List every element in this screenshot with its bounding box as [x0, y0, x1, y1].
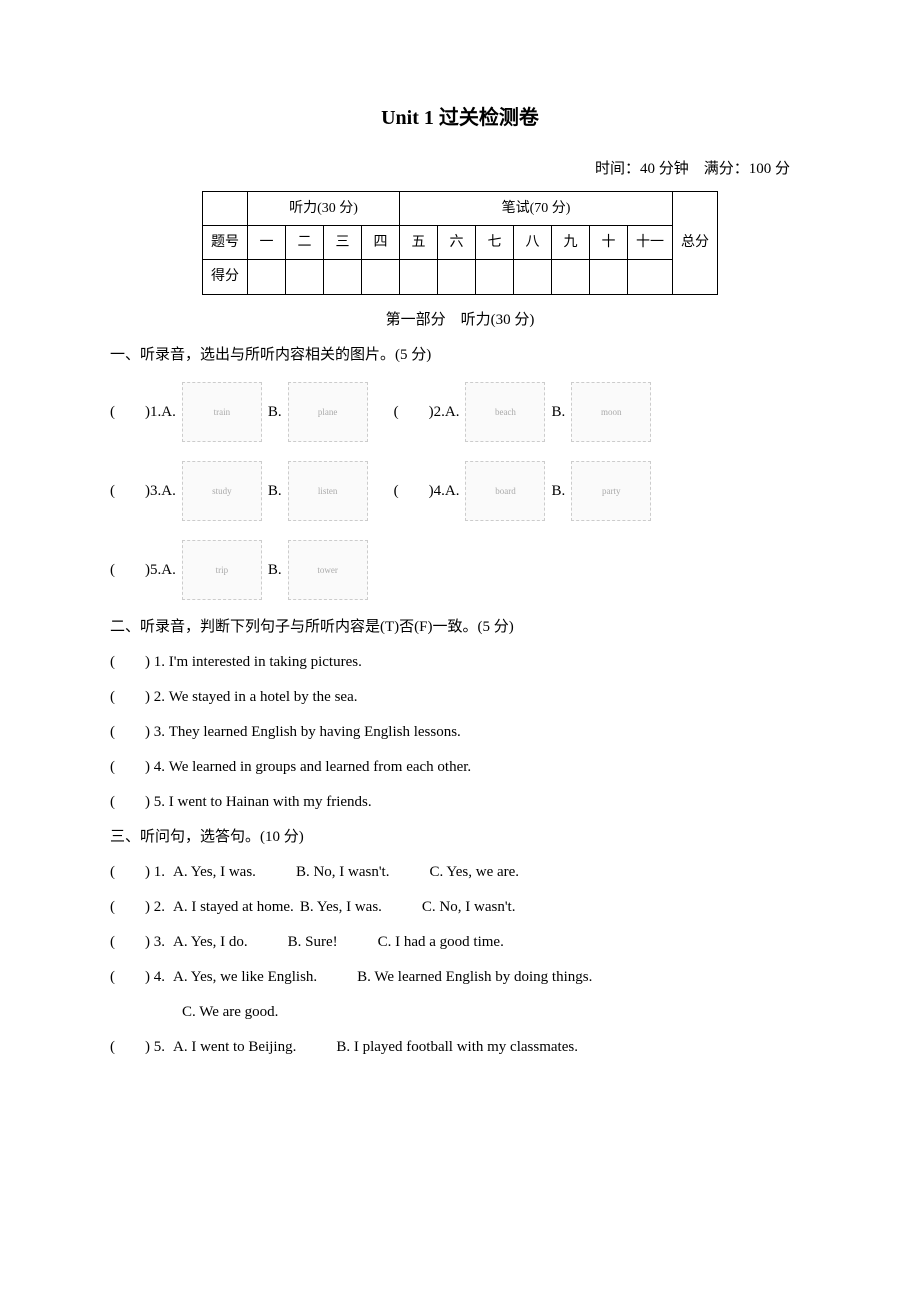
col-header: 十一: [628, 226, 673, 260]
answer-blank[interactable]: ( )1.: [110, 399, 161, 426]
answer-blank[interactable]: ( ) 1.: [110, 654, 169, 670]
exam-title: Unit 1 过关检测卷: [110, 100, 810, 136]
meta-line: 时间：40 分钟 满分：100 分: [110, 156, 810, 183]
opt-b: B.: [268, 557, 282, 584]
image-placeholder: tower: [288, 540, 368, 600]
col-header: 五: [400, 226, 438, 260]
answer-blank[interactable]: ( ) 5.: [110, 794, 169, 810]
col-header: 六: [438, 226, 476, 260]
opt-b: B.: [551, 478, 565, 505]
q-line: ( ) 4. A. Yes, we like English. B. We le…: [110, 964, 810, 991]
answer-blank[interactable]: ( ) 3.: [110, 929, 165, 956]
full-score-label: 满分：100 分: [704, 161, 790, 177]
image-placeholder: train: [182, 382, 262, 442]
opt-a: A.: [161, 399, 176, 426]
opt: C. We are good.: [182, 999, 278, 1026]
image-placeholder: trip: [182, 540, 262, 600]
section-3-header: 三、听问句，选答句。(10 分): [110, 824, 810, 851]
col-header: 三: [324, 226, 362, 260]
col-header: 四: [362, 226, 400, 260]
opt-a: A.: [445, 399, 460, 426]
q-line: ( ) 1. I'm interested in taking pictures…: [110, 649, 810, 676]
col-header: 一: [248, 226, 286, 260]
opt-b: B.: [268, 399, 282, 426]
col-header: 七: [476, 226, 514, 260]
answer-blank[interactable]: ( ) 2.: [110, 689, 169, 705]
q-line: ( ) 1. A. Yes, I was. B. No, I wasn't. C…: [110, 859, 810, 886]
opt: A. Yes, I was.: [173, 859, 256, 886]
written-header: 笔试(70 分): [400, 192, 673, 226]
opt: B. We learned English by doing things.: [357, 964, 592, 991]
image-placeholder: study: [182, 461, 262, 521]
score-table: 听力(30 分) 笔试(70 分) 总分 题号 一 二 三 四 五 六 七 八 …: [202, 191, 718, 295]
opt: A. I went to Beijing.: [173, 1034, 296, 1061]
opt: B. No, I wasn't.: [296, 859, 390, 886]
image-placeholder: party: [571, 461, 651, 521]
listen-header: 听力(30 分): [248, 192, 400, 226]
q-line: ( ) 3. They learned English by having En…: [110, 719, 810, 746]
opt-a: A.: [445, 478, 460, 505]
col-header: 十: [590, 226, 628, 260]
opt: A. I stayed at home.: [173, 894, 294, 921]
section-2-header: 二、听录音，判断下列句子与所听内容是(T)否(F)一致。(5 分): [110, 614, 810, 641]
opt: A. Yes, I do.: [173, 929, 248, 956]
q-text: I went to Hainan with my friends.: [169, 794, 372, 810]
q-line: ( ) 5. A. I went to Beijing. B. I played…: [110, 1034, 810, 1061]
table-row: 听力(30 分) 笔试(70 分) 总分: [203, 192, 718, 226]
q-line-cont: C. We are good.: [110, 999, 810, 1026]
q-line: ( ) 4. We learned in groups and learned …: [110, 754, 810, 781]
total-header: 总分: [673, 192, 718, 295]
q-text: We stayed in a hotel by the sea.: [169, 689, 358, 705]
row-label: 题号: [203, 226, 248, 260]
row-label: 得分: [203, 260, 248, 294]
answer-blank[interactable]: ( )5.: [110, 557, 161, 584]
table-row: 题号 一 二 三 四 五 六 七 八 九 十 十一: [203, 226, 718, 260]
q-text: They learned English by having English l…: [169, 724, 461, 740]
answer-blank[interactable]: ( )4.: [394, 478, 445, 505]
opt: B. Sure!: [288, 929, 338, 956]
col-header: 八: [514, 226, 552, 260]
answer-blank[interactable]: ( ) 4.: [110, 964, 165, 991]
time-label: 时间：40 分钟: [595, 161, 689, 177]
opt-a: A.: [161, 478, 176, 505]
opt: B. I played football with my classmates.: [336, 1034, 578, 1061]
answer-blank[interactable]: ( ) 2.: [110, 894, 165, 921]
q-line: ( ) 2. A. I stayed at home. B. Yes, I wa…: [110, 894, 810, 921]
opt: C. I had a good time.: [378, 929, 504, 956]
q-line: ( ) 2. We stayed in a hotel by the sea.: [110, 684, 810, 711]
q-line: ( ) 3. A. Yes, I do. B. Sure! C. I had a…: [110, 929, 810, 956]
q-text: We learned in groups and learned from ea…: [169, 759, 471, 775]
answer-blank[interactable]: ( )3.: [110, 478, 161, 505]
col-header: 九: [552, 226, 590, 260]
answer-blank[interactable]: ( ) 1.: [110, 859, 165, 886]
answer-blank[interactable]: ( )2.: [394, 399, 445, 426]
answer-blank[interactable]: ( ) 3.: [110, 724, 169, 740]
image-placeholder: beach: [465, 382, 545, 442]
answer-blank[interactable]: ( ) 5.: [110, 1034, 165, 1061]
col-header: 二: [286, 226, 324, 260]
table-row: 得分: [203, 260, 718, 294]
opt-b: B.: [551, 399, 565, 426]
q1-row: ( )3. A. study B. listen ( )4. A. board …: [110, 454, 810, 529]
opt-a: A.: [161, 557, 176, 584]
opt: B. Yes, I was.: [300, 894, 382, 921]
q1-row: ( )5. A. trip B. tower: [110, 533, 810, 608]
image-placeholder: moon: [571, 382, 651, 442]
image-placeholder: listen: [288, 461, 368, 521]
opt-b: B.: [268, 478, 282, 505]
part-header: 第一部分 听力(30 分): [110, 307, 810, 334]
opt: C. Yes, we are.: [429, 859, 519, 886]
q-text: I'm interested in taking pictures.: [169, 654, 362, 670]
opt: A. Yes, we like English.: [173, 964, 317, 991]
q1-row: ( )1. A. train B. plane ( )2. A. beach B…: [110, 375, 810, 450]
answer-blank[interactable]: ( ) 4.: [110, 759, 169, 775]
image-placeholder: plane: [288, 382, 368, 442]
q-line: ( ) 5. I went to Hainan with my friends.: [110, 789, 810, 816]
opt: C. No, I wasn't.: [422, 894, 516, 921]
image-placeholder: board: [465, 461, 545, 521]
section-1-header: 一、听录音，选出与所听内容相关的图片。(5 分): [110, 342, 810, 369]
